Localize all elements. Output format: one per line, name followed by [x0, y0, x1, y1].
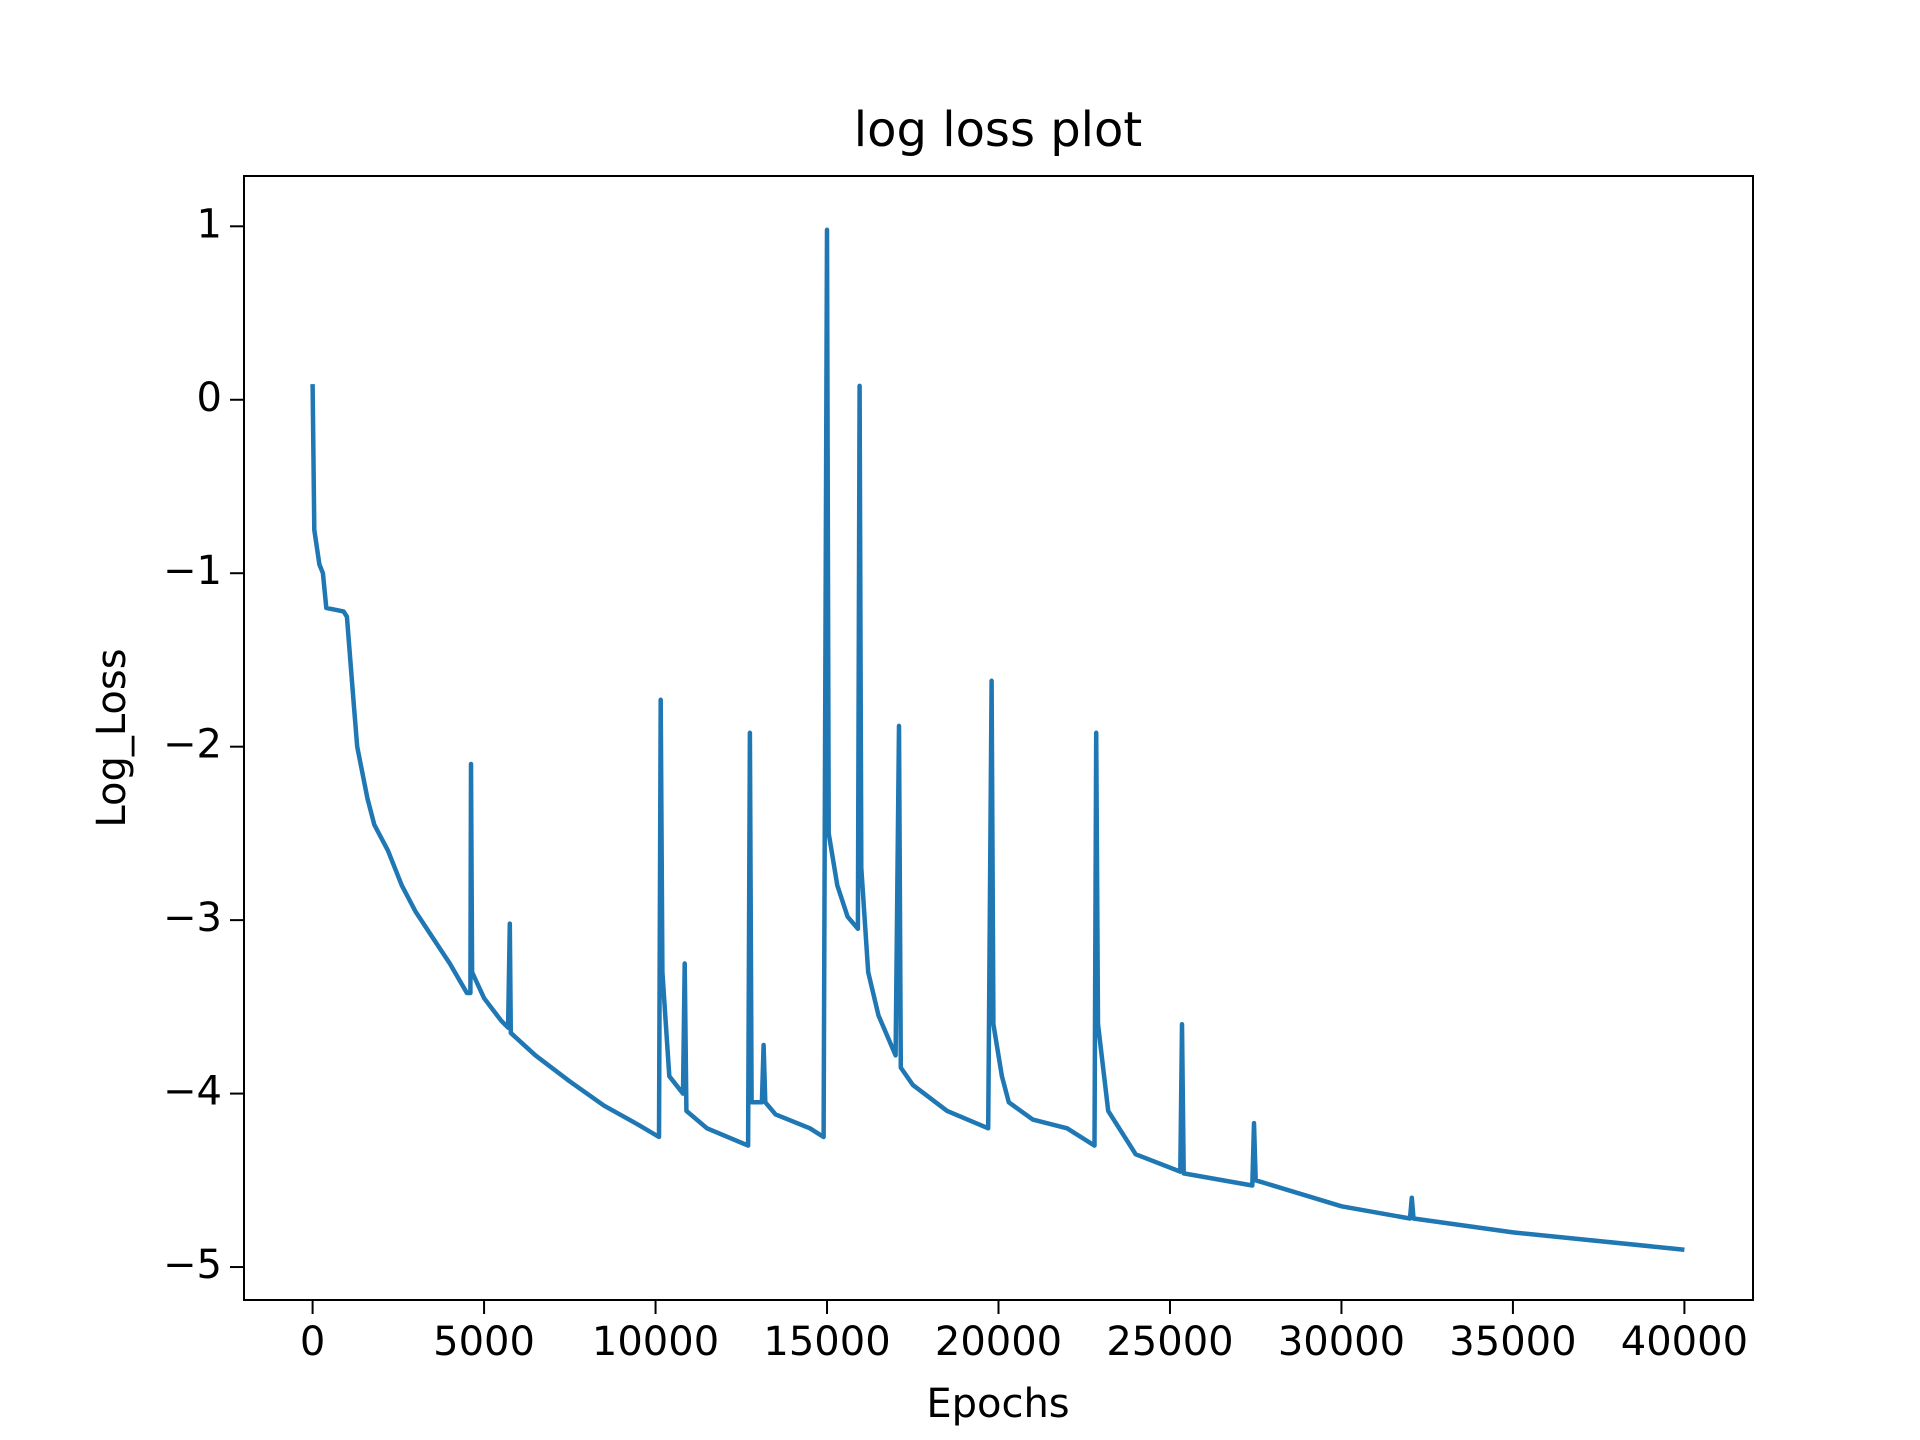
y-tick-label: 0 — [197, 375, 222, 421]
x-tick-label: 40000 — [1621, 1319, 1748, 1365]
y-tick-label: 1 — [197, 201, 222, 247]
x-tick-label: 15000 — [763, 1319, 890, 1365]
x-tick-label: 20000 — [935, 1319, 1062, 1365]
x-tick-label: 25000 — [1106, 1319, 1233, 1365]
x-tick-label: 0 — [300, 1319, 325, 1365]
x-axis-label: Epochs — [926, 1381, 1069, 1427]
plot-frame — [243, 175, 1754, 1301]
chart-title: log loss plot — [854, 102, 1142, 158]
y-tick-label: −5 — [163, 1242, 222, 1288]
x-tick-label: 35000 — [1449, 1319, 1576, 1365]
y-tick-label: −3 — [163, 895, 222, 941]
x-tick-label: 10000 — [592, 1319, 719, 1365]
x-tick-label: 30000 — [1278, 1319, 1405, 1365]
data-line — [310, 227, 1685, 1252]
y-tick-label: −1 — [163, 548, 222, 594]
y-tick-label: −2 — [163, 722, 222, 768]
x-tick-label: 5000 — [433, 1319, 535, 1365]
y-tick-label: −4 — [163, 1069, 222, 1115]
y-axis-label: Log_Loss — [89, 648, 135, 827]
